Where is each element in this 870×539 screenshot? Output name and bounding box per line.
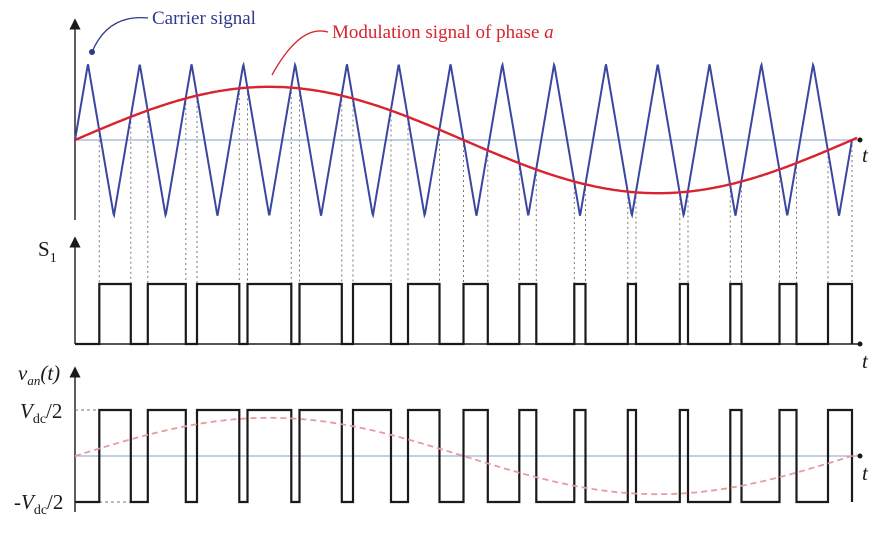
carrier-leader-dot — [89, 49, 95, 55]
s1-end-dot — [857, 341, 863, 347]
van-time-label: t — [862, 461, 869, 485]
s1-panel: S1 — [38, 236, 863, 347]
van-pulse-train — [75, 408, 854, 504]
carrier-panel — [69, 18, 863, 220]
van-axis-label: van(t) — [18, 361, 60, 388]
carrier-panel-end-dot — [857, 137, 863, 143]
carrier-panel-time-label: t — [862, 143, 869, 167]
modulation-leader-line — [271, 30, 329, 76]
vdc-negative-label: -Vdc/2 — [14, 490, 63, 518]
van-modulation-overlay — [74, 416, 858, 496]
s1-time-label: t — [862, 349, 869, 373]
modulation-signal-line — [74, 85, 858, 195]
vdc-positive-label: Vdc/2 — [20, 399, 62, 427]
van-end-dot — [857, 453, 863, 459]
modulation-signal-label: Modulation signal of phase a — [332, 22, 554, 43]
van-panel: van(t) Vdc/2 -Vdc/2 — [14, 361, 863, 518]
carrier-leader-line — [91, 16, 149, 53]
s1-axis-label: S1 — [38, 237, 57, 266]
s1-pulse-train — [75, 282, 854, 346]
carrier-signal-label: Carrier signal — [152, 8, 256, 29]
